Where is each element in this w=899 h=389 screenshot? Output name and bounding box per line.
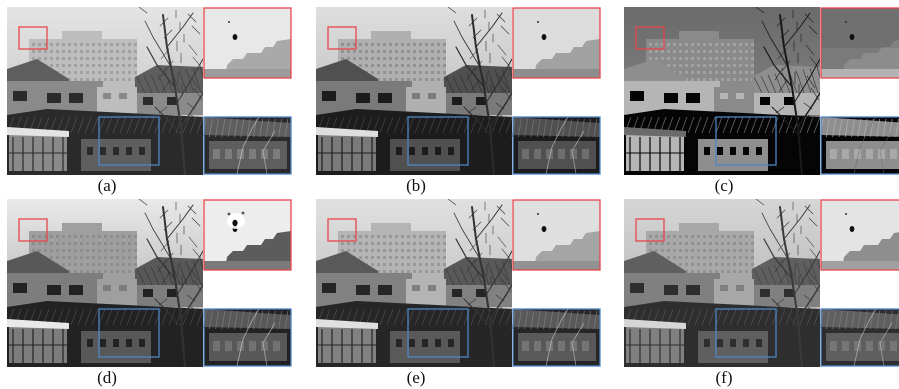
red-zoom-inset xyxy=(820,7,899,79)
blue-roi-box xyxy=(715,116,777,166)
red-roi-box xyxy=(18,26,48,50)
panel-d: (d) xyxy=(7,199,299,389)
panel-f: (f) xyxy=(624,199,899,389)
caption-a: (a) xyxy=(97,176,117,195)
main-photo xyxy=(624,199,820,367)
red-roi-box xyxy=(18,218,48,242)
red-roi-box xyxy=(327,26,357,50)
photo-f xyxy=(624,199,899,367)
caption-f: (f) xyxy=(715,368,733,387)
blue-roi-box xyxy=(98,308,160,358)
blue-zoom-inset xyxy=(202,308,292,367)
blue-zoom-inset xyxy=(511,308,601,367)
panel-c: (c) xyxy=(624,7,899,197)
blue-zoom-inset xyxy=(819,116,899,175)
blue-roi-box xyxy=(407,116,469,166)
red-zoom-inset xyxy=(512,199,601,271)
blue-zoom-inset xyxy=(511,116,601,175)
panel-e: (e) xyxy=(316,199,608,389)
caption-d: (d) xyxy=(97,368,117,387)
red-zoom-inset xyxy=(203,199,292,271)
red-roi-box xyxy=(635,218,665,242)
caption-b: (b) xyxy=(406,176,426,195)
main-photo xyxy=(624,7,820,175)
photo-e xyxy=(316,199,601,367)
blue-zoom-inset xyxy=(819,308,899,367)
main-photo xyxy=(7,7,203,175)
blue-roi-box xyxy=(98,116,160,166)
photo-d xyxy=(7,199,292,367)
caption-e: (e) xyxy=(406,368,426,387)
photo-b xyxy=(316,7,601,175)
red-roi-box xyxy=(635,26,665,50)
blue-roi-box xyxy=(715,308,777,358)
blue-zoom-inset xyxy=(202,116,292,175)
red-roi-box xyxy=(327,218,357,242)
main-photo xyxy=(316,7,512,175)
photo-a xyxy=(7,7,292,175)
caption-c: (c) xyxy=(714,176,734,195)
main-photo xyxy=(7,199,203,367)
red-zoom-inset xyxy=(820,199,899,271)
red-zoom-inset xyxy=(512,7,601,79)
main-photo xyxy=(316,199,512,367)
panel-a: (a) xyxy=(7,7,299,197)
red-zoom-inset xyxy=(203,7,292,79)
panel-b: (b) xyxy=(316,7,608,197)
photo-c xyxy=(624,7,899,175)
blue-roi-box xyxy=(407,308,469,358)
